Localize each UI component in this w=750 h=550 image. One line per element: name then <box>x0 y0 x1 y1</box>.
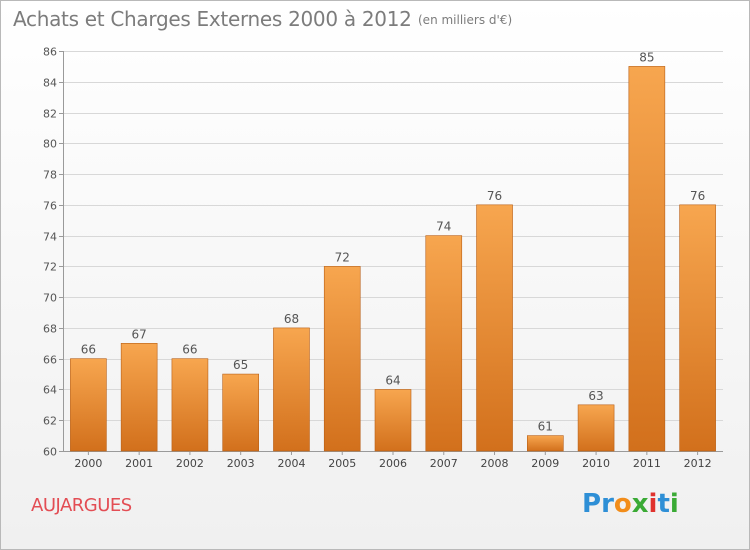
bar-value-label: 76 <box>690 189 705 203</box>
bar-value-label: 68 <box>284 312 299 326</box>
y-tick-label: 62 <box>43 415 57 428</box>
chart-subtitle: (en milliers d'€) <box>418 13 513 27</box>
x-tick-label: 2001 <box>125 457 153 470</box>
bar-value-label: 74 <box>436 220 451 234</box>
x-tick-label: 2000 <box>74 457 102 470</box>
bar-value-label: 64 <box>385 373 400 387</box>
bar <box>120 343 158 452</box>
bar-value-label: 85 <box>639 50 654 64</box>
bar <box>628 66 666 452</box>
data-labels: 66 67 66 65 68 72 64 74 76 61 63 85 76 <box>81 50 706 433</box>
logo-letter: x <box>631 489 649 519</box>
x-tick-label: 2011 <box>633 457 661 470</box>
bar <box>70 358 107 452</box>
y-tick-label: 64 <box>43 384 57 397</box>
x-tick-label: 2010 <box>582 457 610 470</box>
x-tick-label: 2007 <box>430 457 458 470</box>
bar-value-label: 66 <box>182 343 197 357</box>
bar <box>222 373 259 452</box>
y-tick-label: 80 <box>43 138 57 151</box>
logo-letter: r <box>601 489 614 519</box>
bar <box>679 204 716 452</box>
proxiti-logo[interactable]: Proxiti <box>582 489 679 519</box>
x-tick-label: 2012 <box>684 457 712 470</box>
y-tick-label: 74 <box>43 231 57 244</box>
bar-value-label: 63 <box>588 389 603 403</box>
gridlines <box>63 51 723 421</box>
bar <box>527 435 564 452</box>
logo-letter: t <box>657 489 670 519</box>
axes: 60 62 64 66 68 70 72 74 76 78 80 82 84 86 2000 2001 2002… <box>43 46 723 470</box>
x-tick-label: 2002 <box>176 457 204 470</box>
bar-value-label: 61 <box>538 420 553 434</box>
bar <box>323 266 361 452</box>
x-tick-label: 2006 <box>379 457 407 470</box>
bar <box>476 204 513 452</box>
x-tick-label: 2004 <box>277 457 305 470</box>
y-tick-label: 84 <box>43 77 57 90</box>
x-tick-label: 2009 <box>531 457 559 470</box>
bar <box>374 389 412 452</box>
y-tick-label: 82 <box>43 108 57 121</box>
bar-value-label: 76 <box>487 189 502 203</box>
y-tick-label: 78 <box>43 169 57 182</box>
x-tick-label: 2003 <box>227 457 255 470</box>
bar <box>577 404 615 452</box>
bars <box>70 66 716 452</box>
bar <box>171 358 209 452</box>
y-tick-label: 86 <box>43 46 57 59</box>
y-tick-label: 66 <box>43 354 57 367</box>
y-tick-label: 72 <box>43 261 57 274</box>
location-label: AUJARGUES <box>31 495 132 516</box>
y-tick-label: 60 <box>43 446 57 459</box>
bar-value-label: 67 <box>132 327 147 341</box>
bar <box>273 327 310 452</box>
logo-letter: i <box>669 489 679 519</box>
y-tick-label: 76 <box>43 200 57 213</box>
logo-letter: o <box>613 489 632 519</box>
bar-value-label: 66 <box>81 343 96 357</box>
x-tick-label: 2005 <box>328 457 356 470</box>
bar <box>425 235 463 452</box>
x-tick-label: 2008 <box>481 457 509 470</box>
y-tick-label: 68 <box>43 323 57 336</box>
y-tick-label: 70 <box>43 292 57 305</box>
chart-title: Achats et Charges Externes 2000 à 2012 <box>13 7 412 31</box>
bar-value-label: 65 <box>233 358 248 372</box>
bar-value-label: 72 <box>335 250 350 264</box>
logo-letter: i <box>648 489 658 519</box>
logo-letter: P <box>582 489 602 519</box>
